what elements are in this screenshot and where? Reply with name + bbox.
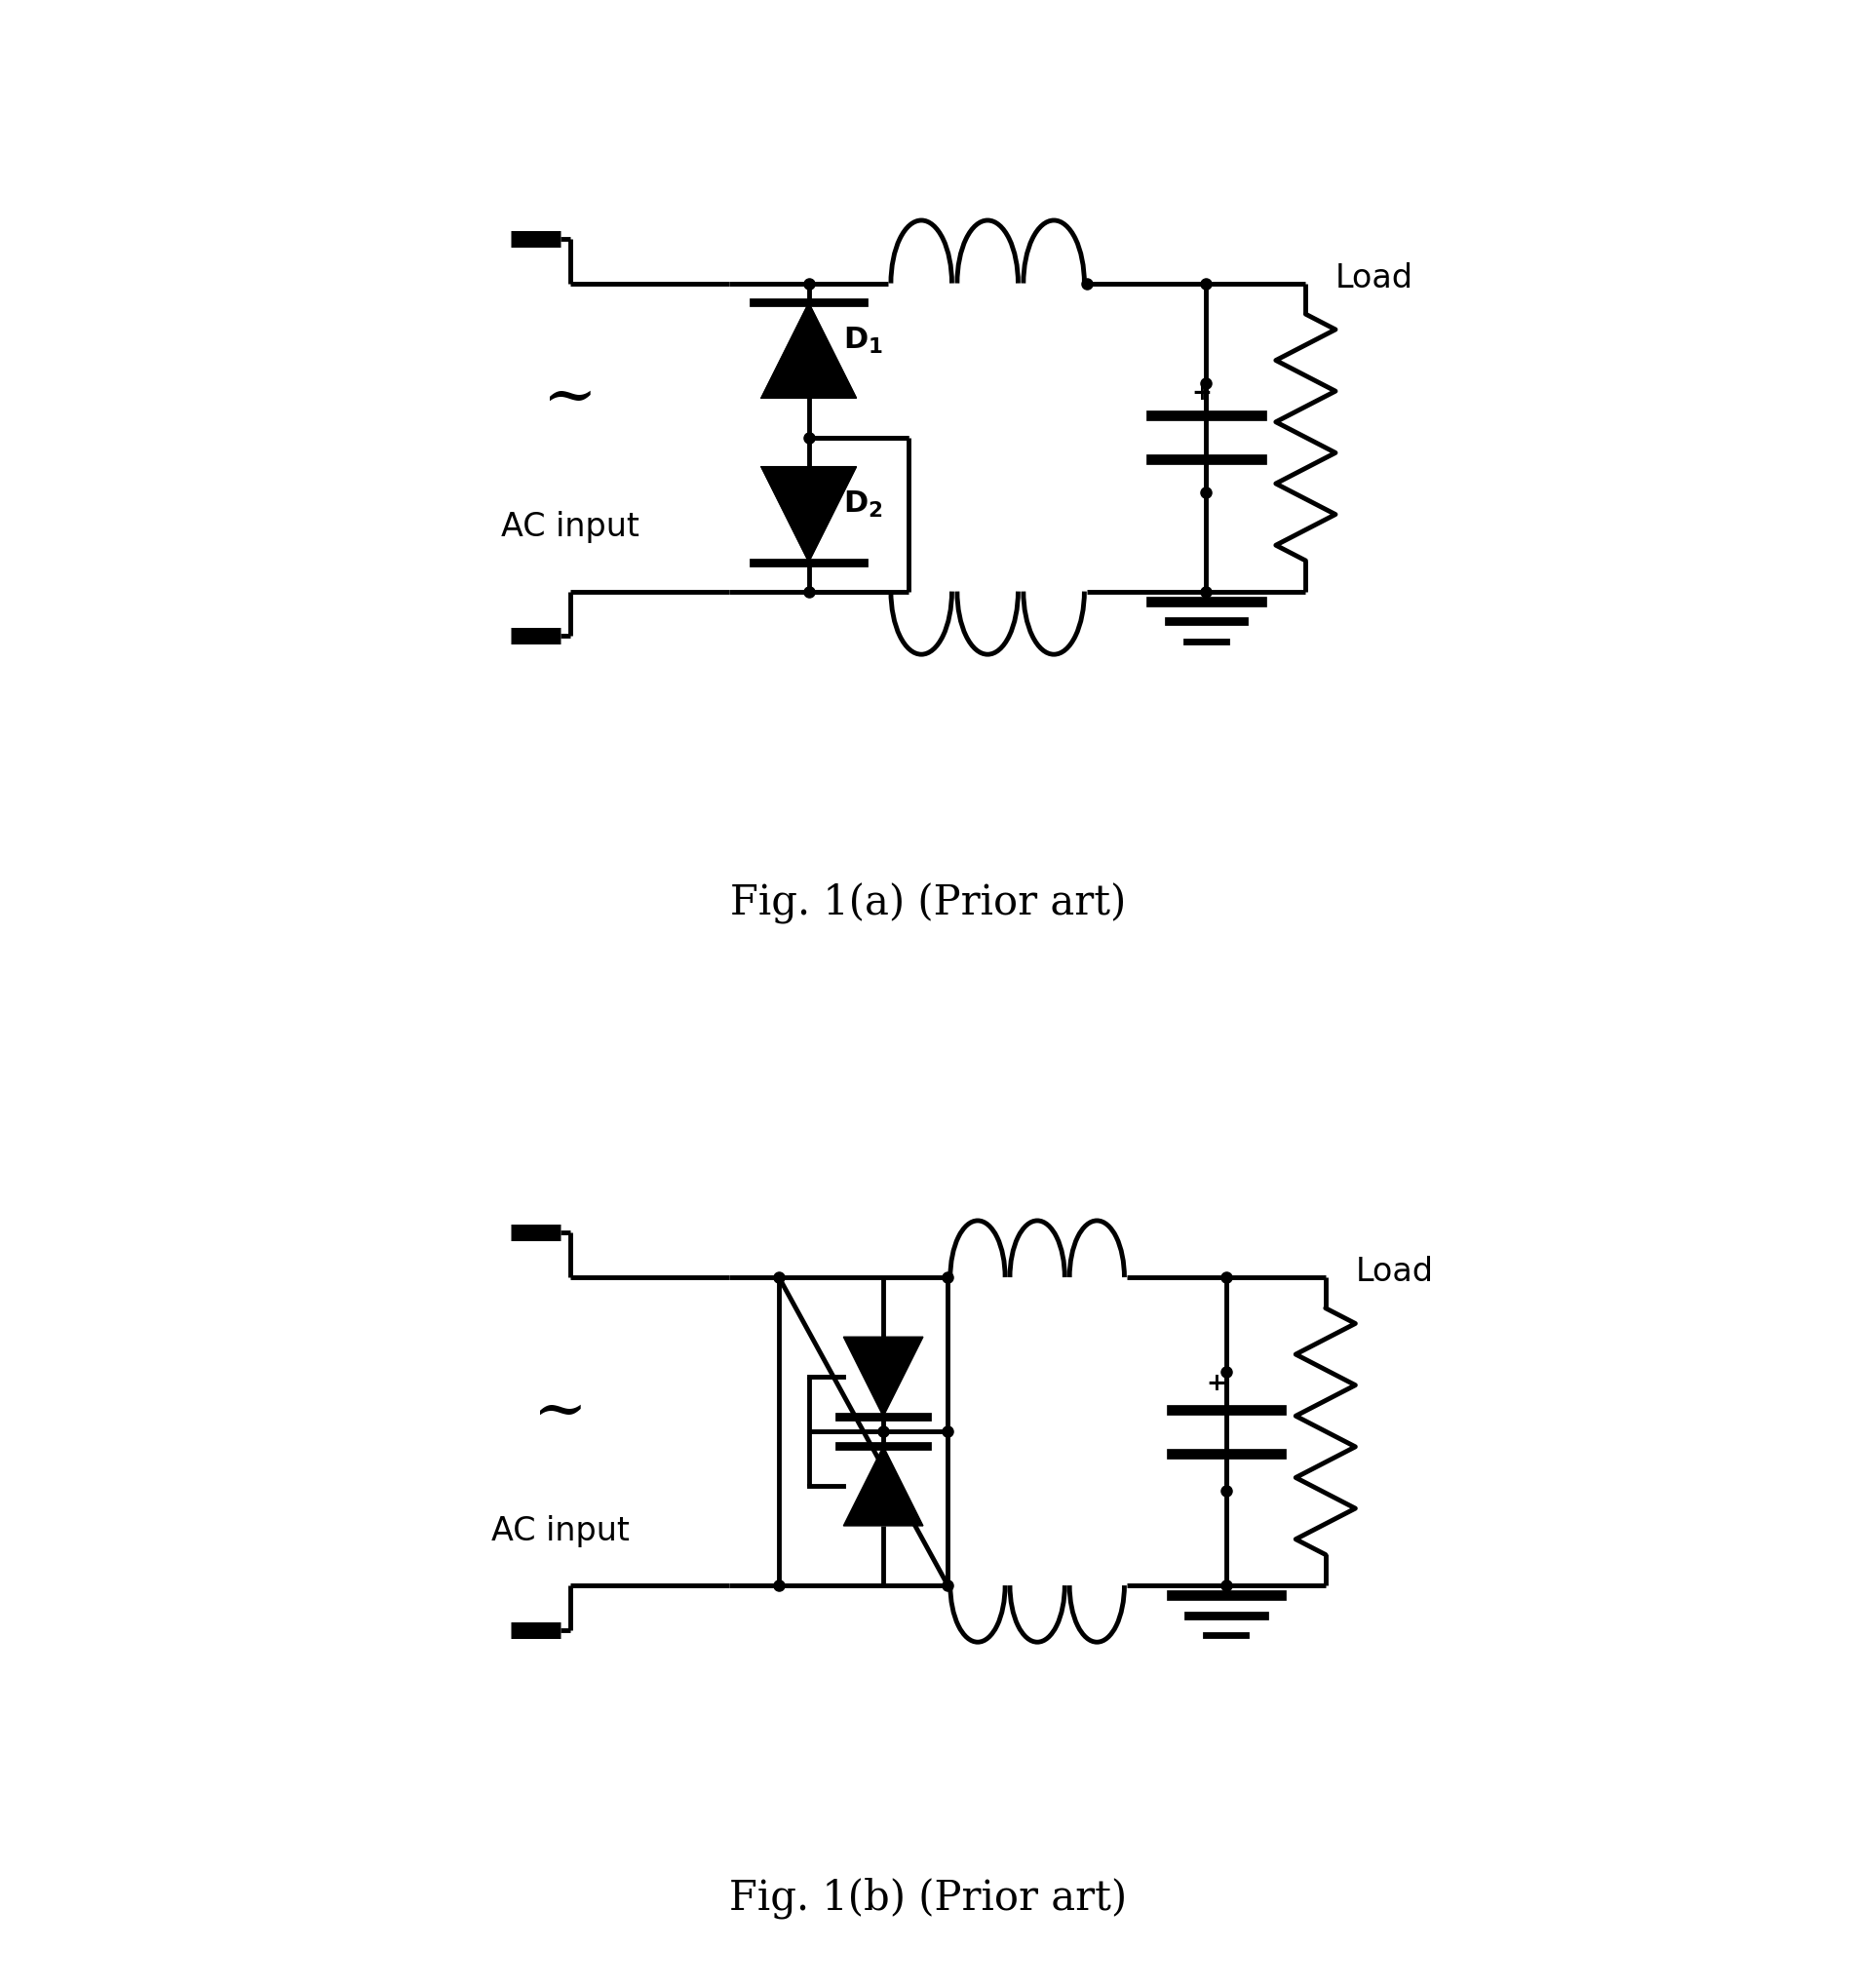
Text: +: + <box>1192 382 1212 404</box>
Text: AC input: AC input <box>492 1515 629 1547</box>
Text: AC input: AC input <box>501 511 638 543</box>
Text: Load: Load <box>1336 262 1414 294</box>
Text: ~: ~ <box>533 1380 588 1443</box>
Polygon shape <box>843 1447 922 1527</box>
Polygon shape <box>761 467 856 563</box>
Polygon shape <box>843 1336 922 1415</box>
Text: +: + <box>1206 1372 1227 1396</box>
Text: Load: Load <box>1355 1256 1433 1288</box>
Text: Fig. 1(b) (Prior art): Fig. 1(b) (Prior art) <box>729 1877 1127 1918</box>
Text: $\mathbf{D_2}$: $\mathbf{D_2}$ <box>843 489 883 519</box>
Text: $\mathbf{D_1}$: $\mathbf{D_1}$ <box>843 326 883 356</box>
Text: Fig. 1(a) (Prior art): Fig. 1(a) (Prior art) <box>729 883 1127 924</box>
Text: ~: ~ <box>544 366 598 429</box>
Polygon shape <box>761 302 856 398</box>
